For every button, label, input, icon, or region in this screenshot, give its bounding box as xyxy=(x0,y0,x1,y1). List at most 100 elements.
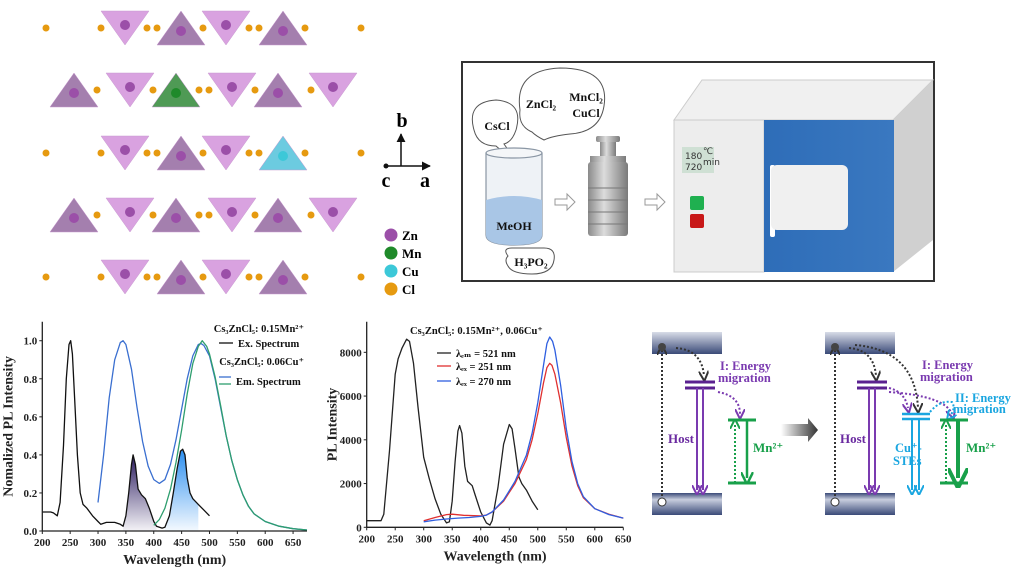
oven-stop-button[interactable] xyxy=(690,214,704,228)
migration-label: migration xyxy=(718,371,771,385)
cscl-label: CsCl xyxy=(484,119,510,133)
x-tick-label: 350 xyxy=(444,533,461,545)
relaxation-arrow xyxy=(854,344,918,408)
cl-atom xyxy=(42,149,50,157)
series-line-2 xyxy=(153,340,308,531)
cl-atom xyxy=(143,273,151,281)
legend-cl: Cl xyxy=(402,282,415,297)
zn-atom-icon xyxy=(384,228,398,242)
relaxation-arrow xyxy=(675,347,704,376)
transition-arrow-icon xyxy=(781,418,818,442)
cl-atom xyxy=(93,211,101,219)
cl-atom xyxy=(255,273,263,281)
zn-atom xyxy=(278,275,288,285)
y-tick-label: 0.0 xyxy=(24,526,38,538)
x-tick-label: 550 xyxy=(229,537,246,549)
cl-atom xyxy=(301,24,309,32)
h3po2-bubble xyxy=(505,247,555,275)
axis-label-a: a xyxy=(420,170,430,192)
energy-migration-arrow xyxy=(888,387,908,408)
legend-ex-label: Ex. Spectrum xyxy=(238,339,300,350)
y-tick-label: 2000 xyxy=(340,479,363,491)
x-axis-title: Wavelength (nm) xyxy=(123,553,226,568)
zn-atom xyxy=(221,269,231,279)
x-tick-label: 600 xyxy=(257,537,274,549)
hole-icon xyxy=(657,497,667,507)
zn-atom xyxy=(69,88,79,98)
host-label: Host xyxy=(840,431,867,446)
cl-atom xyxy=(357,149,365,157)
zn-atom xyxy=(176,26,186,36)
cscl-bubble xyxy=(471,99,519,155)
zn-atom xyxy=(69,213,79,223)
energy-migration-ii-arrow xyxy=(929,400,954,416)
atom-legend: Zn Mn Cu Cl xyxy=(384,228,422,297)
oven-display xyxy=(682,147,714,173)
x-tick-label: 500 xyxy=(201,537,218,549)
cl-atom xyxy=(42,273,50,281)
cl-atom xyxy=(153,149,161,157)
legend-label: λₑₘ = 521 nm xyxy=(456,349,516,360)
mn-label: Mn²⁺ xyxy=(966,440,996,455)
cu-ste-label: Cu⁺- xyxy=(895,441,922,455)
x-tick-label: 600 xyxy=(587,533,604,545)
cl-atom xyxy=(199,24,207,32)
zn-atom xyxy=(221,20,231,30)
legend-group-mn: Cs₃ZnCl₅: 0.15Mn²⁺ xyxy=(214,324,304,335)
x-tick-label: 650 xyxy=(615,533,632,545)
cl-atom xyxy=(199,149,207,157)
energy-diagram-right: Host I: Energy migration Cu⁺- STEs II: E… xyxy=(825,332,1012,515)
legend-mn: Mn xyxy=(402,246,422,261)
h3po2-label: H₃PO₂ xyxy=(514,255,548,269)
zn-atom xyxy=(176,275,186,285)
series-line-0 xyxy=(42,340,210,529)
cu-ste-label: STEs xyxy=(893,454,922,468)
chart-title: Cs₃ZnCl₅: 0.15Mn²⁺, 0.06Cu⁺ xyxy=(410,326,543,337)
migration-label: I: Energy xyxy=(720,359,772,373)
x-tick-label: 300 xyxy=(90,537,107,549)
series-line-0 xyxy=(366,338,539,526)
migration-i-label: I: Energy xyxy=(922,358,974,372)
energy-migration-arrow xyxy=(717,391,740,414)
x-tick-label: 300 xyxy=(415,533,432,545)
y-axis-title: PL Intensity xyxy=(326,388,341,462)
x-tick-label: 450 xyxy=(173,537,190,549)
beaker-icon: MeOH xyxy=(485,147,543,246)
x-tick-label: 400 xyxy=(146,537,163,549)
valence-band xyxy=(825,493,895,515)
zn-atom xyxy=(227,207,237,217)
x-tick-label: 350 xyxy=(118,537,135,549)
relaxation-arrow xyxy=(848,347,876,376)
host-label: Host xyxy=(668,431,695,446)
y-tick-label: 1.0 xyxy=(24,336,38,348)
x-tick-label: 250 xyxy=(62,537,79,549)
x-tick-label: 400 xyxy=(472,533,489,545)
zn-atom xyxy=(120,20,130,30)
synthesis-scheme: CsCl ZnCl₂ MnCl₂ CuCl MeOH H₃PO₂ xyxy=(461,61,935,282)
zn-atom xyxy=(120,269,130,279)
electron-icon xyxy=(658,343,666,351)
cl-atom xyxy=(205,211,213,219)
y-tick-label: 0.2 xyxy=(24,488,38,500)
valence-band xyxy=(652,493,722,515)
oven-start-button[interactable] xyxy=(690,196,704,210)
cl-atom xyxy=(205,86,213,94)
mncl2-label: MnCl₂ xyxy=(569,90,603,104)
axis-label-b: b xyxy=(396,110,407,132)
mn-label: Mn²⁺ xyxy=(753,440,783,455)
meoh-label: MeOH xyxy=(496,219,532,233)
cl-atom xyxy=(251,211,259,219)
cl-atom xyxy=(245,149,253,157)
zn-atom xyxy=(227,82,237,92)
x-tick-label: 650 xyxy=(285,537,302,549)
cl-atom xyxy=(153,273,161,281)
autoclave-icon xyxy=(588,136,628,236)
oven-icon: 180 ℃ 720 min xyxy=(673,79,935,273)
cu-atom-icon xyxy=(384,264,398,278)
crystal-axes: b c a xyxy=(382,110,431,192)
mn-atom xyxy=(171,88,181,98)
cl-atom xyxy=(307,86,315,94)
cl-atom-icon xyxy=(384,282,398,296)
